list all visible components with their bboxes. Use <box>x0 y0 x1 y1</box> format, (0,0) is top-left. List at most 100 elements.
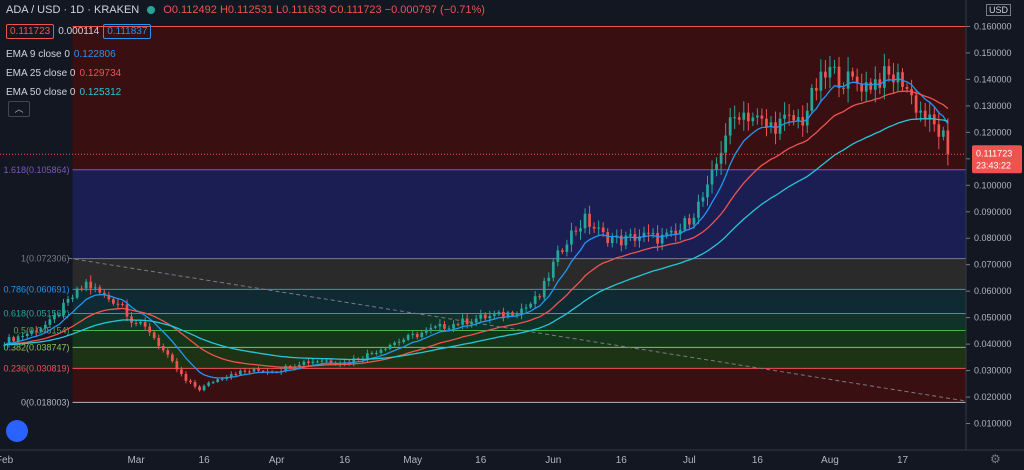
candle-body <box>107 294 111 300</box>
candle-body <box>606 232 610 244</box>
candle-body <box>239 370 242 375</box>
candle-body <box>365 353 369 359</box>
fib-label: 0.618(0.051562) <box>4 309 70 319</box>
candle-body <box>139 321 142 324</box>
candle-body <box>765 118 768 127</box>
candle-body <box>148 326 152 333</box>
candle-body <box>828 66 832 78</box>
candle-body <box>706 184 709 198</box>
y-tick-label: 0.090000 <box>974 207 1012 217</box>
candle-body <box>479 314 483 319</box>
tradingview-logo-icon[interactable] <box>6 420 28 442</box>
symbol-title[interactable]: ADA / USD · 1D · KRAKEN <box>6 4 140 16</box>
indicator-ema-9[interactable]: EMA 9 close 0 0.122806 <box>6 49 116 60</box>
candle-body <box>488 316 492 319</box>
candle-body <box>624 235 628 246</box>
candle-body <box>506 312 510 318</box>
candle-body <box>193 382 197 387</box>
indicator-ema-25[interactable]: EMA 25 close 0 0.129734 <box>6 68 121 79</box>
candle-body <box>669 230 673 233</box>
candle-body <box>538 296 542 298</box>
ema-line <box>4 78 949 379</box>
candle-body <box>946 130 950 155</box>
candle-body <box>229 374 233 377</box>
candle-body <box>851 71 854 77</box>
ema-line <box>4 90 949 368</box>
candle-body <box>914 95 918 113</box>
y-tick-label: 0.010000 <box>974 419 1012 429</box>
x-tick-label: May <box>403 455 422 466</box>
candle-body <box>184 374 188 381</box>
candle-body <box>579 228 582 232</box>
candle-body <box>896 72 900 83</box>
candle-body <box>492 314 496 317</box>
indicator-value: 0.129734 <box>79 68 122 79</box>
candle-body <box>742 112 746 120</box>
candle-body <box>261 370 265 372</box>
candle-body <box>375 352 378 354</box>
candle-body <box>656 232 659 244</box>
candle-body <box>125 304 129 317</box>
fib-zone <box>72 313 967 331</box>
candle-body <box>887 66 891 75</box>
candle-body <box>420 332 424 338</box>
candle-body <box>837 66 841 88</box>
candle-body <box>592 226 596 229</box>
candle-body <box>220 378 224 380</box>
candle-body <box>134 322 138 324</box>
gear-icon[interactable]: ⚙ <box>990 452 1001 466</box>
candle-body <box>824 71 827 78</box>
candle-body <box>411 334 415 336</box>
candle-body <box>737 117 741 120</box>
candle-body <box>352 358 356 363</box>
candle-body <box>497 311 501 315</box>
candle-body <box>814 87 818 91</box>
candle-body <box>3 344 6 346</box>
y-tick-label: 0.070000 <box>974 260 1012 270</box>
last-price-value: 0.111723 <box>976 148 1012 158</box>
candle-body <box>697 201 700 218</box>
candle-body <box>402 339 405 342</box>
candle-body <box>121 303 124 305</box>
x-tick-label: 16 <box>752 455 764 466</box>
candle-body <box>833 66 836 68</box>
candle-body <box>438 324 442 327</box>
candle-body <box>551 261 555 278</box>
candle-body <box>30 330 34 334</box>
trend-line <box>67 257 967 402</box>
candle-body <box>687 218 691 225</box>
candle-body <box>202 385 206 391</box>
indicator-value: 0.125312 <box>79 87 122 98</box>
x-tick-label: Mar <box>127 455 145 466</box>
chevron-up-icon[interactable]: ︿ <box>8 101 30 117</box>
x-tick-label: Feb <box>0 455 14 466</box>
candle-body <box>855 76 859 84</box>
last-price-badge <box>972 145 1022 174</box>
fib-zone <box>72 26 967 170</box>
currency-badge[interactable]: USD <box>986 4 1012 16</box>
fib-zone <box>72 289 967 314</box>
fib-zone <box>72 258 967 290</box>
candle-body <box>112 299 115 304</box>
candle-body <box>216 379 220 383</box>
y-tick-label: 0.160000 <box>974 21 1012 31</box>
indicator-ema-50[interactable]: EMA 50 close 0 0.125312 <box>6 87 121 98</box>
bar-countdown: 23:43:22 <box>976 160 1011 170</box>
x-tick-label: Jul <box>683 455 696 466</box>
candle-body <box>892 74 895 83</box>
candle-body <box>170 354 174 362</box>
candle-body <box>864 82 868 92</box>
candle-body <box>565 244 569 252</box>
x-tick-label: 16 <box>199 455 211 466</box>
candle-body <box>57 315 61 317</box>
buy-price-button[interactable]: 0.111837 <box>103 24 152 39</box>
sell-price-button[interactable]: 0.111723 <box>6 24 55 39</box>
candle-body <box>905 86 909 89</box>
candle-body <box>98 287 102 293</box>
fib-label: 0.786(0.060691) <box>4 284 70 294</box>
candle-body <box>143 321 147 327</box>
candle-body <box>819 71 823 91</box>
candle-body <box>243 370 247 372</box>
